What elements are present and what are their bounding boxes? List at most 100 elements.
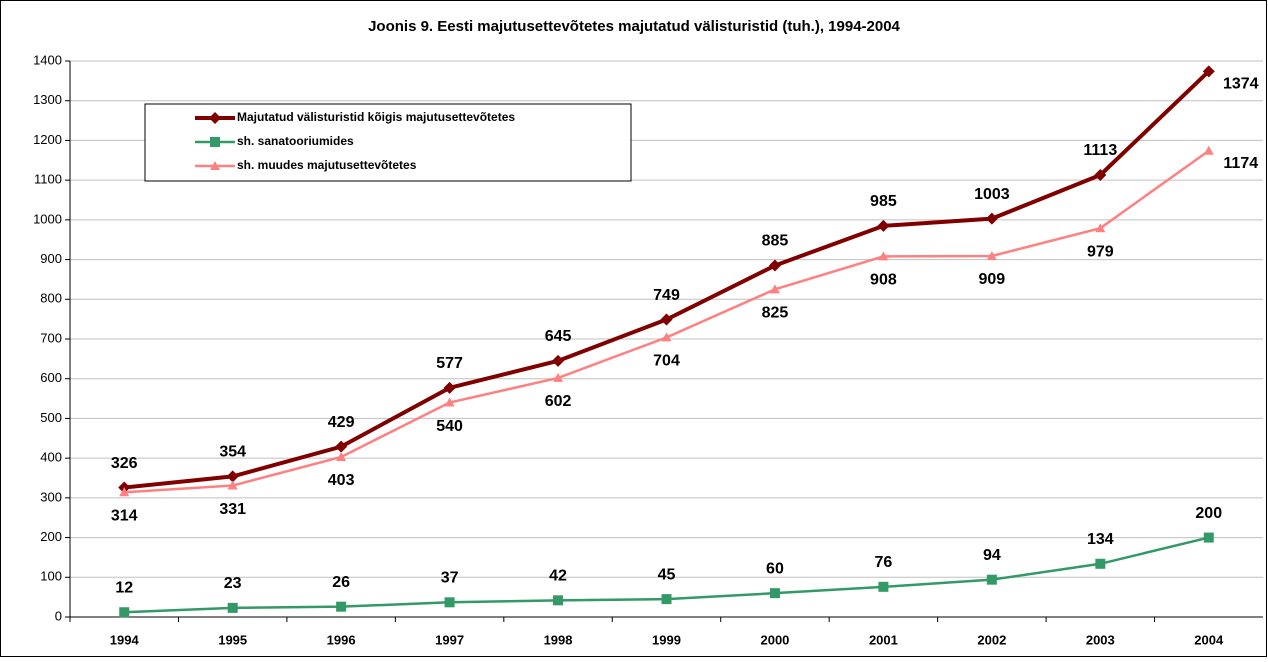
- point: [553, 372, 564, 382]
- point: [1202, 65, 1215, 78]
- point: [769, 284, 780, 294]
- y-tick-label: 1200: [33, 132, 62, 147]
- data-label: 42: [549, 568, 567, 585]
- legend-label: sh. muudes majutusettevõtetes: [237, 158, 417, 172]
- data-label: 1113: [1083, 142, 1117, 159]
- legend-label: sh. sanatooriumides: [237, 134, 354, 148]
- point: [878, 251, 889, 261]
- data-label: 1174: [1223, 155, 1258, 172]
- data-label: 1374: [1223, 76, 1259, 93]
- y-tick-label: 300: [40, 489, 62, 504]
- chart-title: Joonis 9. Eesti majutusettevõtetes majut…: [368, 18, 900, 35]
- y-tick-label: 1400: [33, 52, 62, 67]
- point: [443, 381, 456, 394]
- point: [226, 470, 239, 483]
- data-label: 60: [766, 560, 784, 577]
- x-tick-label: 2004: [1194, 632, 1224, 647]
- y-tick-label: 200: [40, 529, 62, 544]
- data-label: 979: [1087, 243, 1114, 260]
- y-tick-label: 500: [40, 410, 62, 425]
- data-label: 985: [870, 193, 897, 210]
- legend-marker: [210, 137, 220, 147]
- point: [769, 588, 780, 599]
- legend-marker: [210, 161, 220, 170]
- data-label: 429: [328, 414, 355, 431]
- point: [336, 601, 347, 612]
- y-tick-label: 0: [55, 608, 62, 623]
- data-label: 37: [441, 570, 459, 587]
- data-label: 134: [1087, 531, 1114, 548]
- point: [878, 581, 889, 592]
- data-label: 602: [545, 393, 572, 410]
- data-label: 354: [219, 444, 246, 461]
- point: [335, 440, 348, 453]
- point: [336, 451, 347, 461]
- y-tick-label: 800: [40, 291, 62, 306]
- x-tick-label: 1994: [110, 632, 140, 647]
- x-tick-label: 1997: [435, 632, 464, 647]
- point: [768, 259, 781, 272]
- x-tick-label: 1999: [652, 632, 681, 647]
- point: [227, 602, 238, 613]
- data-label: 577: [436, 355, 463, 372]
- point: [986, 574, 997, 585]
- data-label: 540: [436, 418, 463, 435]
- x-tick-label: 1995: [218, 632, 247, 647]
- data-label: 94: [983, 547, 1001, 564]
- legend-marker: [209, 112, 221, 124]
- data-label: 749: [653, 287, 680, 304]
- point: [1095, 223, 1106, 233]
- y-tick-label: 700: [40, 330, 62, 345]
- x-tick-label: 2002: [977, 632, 1006, 647]
- data-label: 885: [762, 233, 789, 250]
- point: [1203, 145, 1214, 155]
- point: [1094, 168, 1107, 181]
- point: [119, 487, 130, 497]
- data-label: 76: [875, 554, 893, 571]
- data-label: 331: [219, 501, 246, 518]
- y-tick-label: 1300: [33, 92, 62, 107]
- y-tick-label: 1100: [34, 172, 62, 187]
- point: [877, 219, 890, 232]
- point: [986, 250, 997, 260]
- x-tick-label: 1998: [544, 632, 573, 647]
- y-tick-label: 400: [40, 450, 62, 465]
- y-tick-label: 600: [40, 370, 62, 385]
- data-label: 12: [115, 579, 133, 596]
- data-label: 200: [1195, 505, 1222, 522]
- data-label: 45: [658, 566, 676, 583]
- point: [552, 354, 565, 367]
- data-label: 326: [111, 455, 138, 472]
- data-label: 704: [653, 353, 680, 370]
- point: [1095, 558, 1106, 569]
- point: [1203, 532, 1214, 543]
- point: [444, 397, 455, 407]
- point: [227, 480, 238, 490]
- point: [444, 597, 455, 608]
- point: [661, 594, 672, 605]
- x-tick-label: 2003: [1086, 632, 1115, 647]
- data-label: 908: [870, 272, 897, 289]
- data-label: 825: [762, 305, 789, 322]
- data-label: 645: [545, 328, 572, 345]
- point: [985, 212, 998, 225]
- x-tick-label: 2001: [869, 632, 898, 647]
- y-tick-label: 1000: [33, 211, 62, 226]
- y-tick-label: 100: [40, 569, 62, 584]
- y-tick-label: 900: [40, 251, 62, 266]
- data-label: 23: [224, 575, 242, 592]
- legend-label: Majutatud välisturistid kõigis majutuset…: [237, 110, 515, 124]
- point: [661, 332, 672, 342]
- point: [119, 607, 130, 618]
- data-label: 314: [111, 508, 138, 525]
- data-label: 26: [332, 574, 350, 591]
- data-label: 403: [328, 472, 355, 489]
- point: [553, 595, 564, 606]
- data-label: 1003: [974, 186, 1010, 203]
- x-tick-label: 2000: [760, 632, 789, 647]
- x-tick-label: 1996: [327, 632, 356, 647]
- point: [660, 313, 673, 326]
- data-label: 909: [979, 271, 1006, 288]
